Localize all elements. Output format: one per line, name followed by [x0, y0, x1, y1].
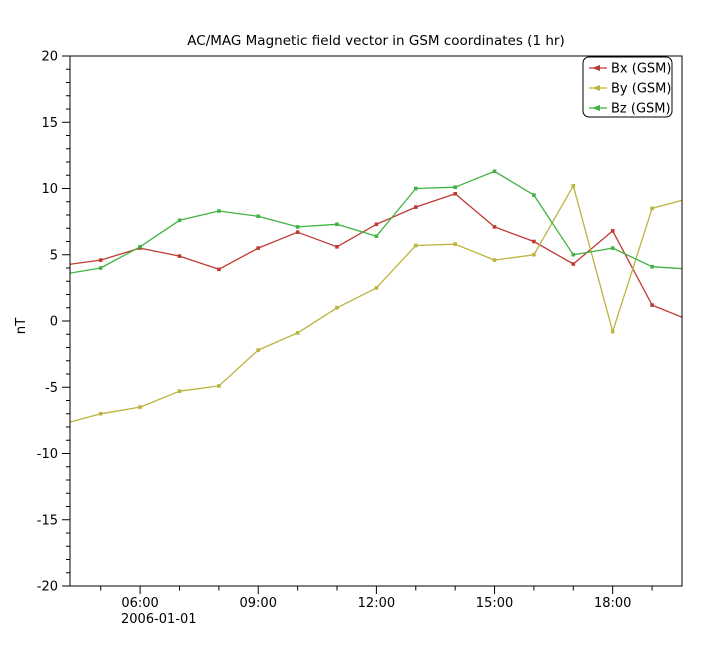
data-point-marker — [138, 245, 142, 249]
data-point-marker — [414, 243, 418, 248]
data-point-marker — [690, 268, 694, 272]
x-tick-label: 15:00 — [476, 596, 513, 611]
y-tick-label: -20 — [37, 580, 58, 595]
plot-border — [69, 55, 683, 587]
axis-ticks: 20 15 10 5 0 -5 -10 -15 -20 06:00 09:00 12:00 15:00 1… — [37, 50, 653, 611]
data-point-marker — [98, 258, 103, 262]
data-point-marker — [453, 185, 457, 189]
data-point-marker — [492, 258, 497, 262]
y-tick-label: 15 — [41, 116, 58, 131]
data-point-marker — [532, 239, 536, 244]
data-point-marker — [256, 214, 260, 219]
legend-arrow-icon — [592, 65, 600, 71]
legend-arrow-icon — [592, 85, 600, 91]
data-point-marker — [532, 252, 536, 257]
series-markers-by-gsm — [60, 184, 694, 427]
data-point-marker — [374, 234, 379, 238]
data-point-marker — [650, 206, 654, 211]
data-point-marker — [177, 218, 182, 223]
y-tick-label: 5 — [50, 248, 58, 263]
data-point-marker — [98, 266, 103, 270]
data-point-marker — [690, 319, 694, 323]
data-point-marker — [60, 423, 64, 427]
x-tick-label: 06:00 — [121, 596, 158, 611]
legend-entry-bz-gsm[interactable]: Bz (GSM) — [589, 102, 671, 117]
data-point-marker — [256, 246, 260, 250]
legend-label: Bz (GSM) — [611, 102, 671, 117]
x-tick-label: 09:00 — [240, 596, 277, 611]
legend-label: By (GSM) — [611, 82, 671, 97]
chart-title: AC/MAG Magnetic field vector in GSM coor… — [187, 33, 564, 49]
data-point-marker — [571, 184, 576, 188]
data-point-marker — [217, 384, 221, 388]
series-line-by-gsm — [70, 185, 682, 423]
legend-box — [582, 56, 673, 118]
data-point-marker — [650, 303, 654, 307]
y-axis-label: nT — [13, 317, 29, 335]
data-point-marker — [335, 245, 339, 249]
legend-entry-by-gsm[interactable]: By (GSM) — [589, 82, 671, 97]
series-markers-bz-gsm — [60, 169, 694, 277]
y-tick-label: 20 — [41, 50, 58, 65]
data-point-marker — [335, 222, 339, 227]
data-point-marker — [177, 254, 182, 258]
data-point-marker — [374, 286, 379, 290]
data-point-marker — [610, 229, 615, 233]
data-point-marker — [453, 242, 457, 246]
y-tick-label: 10 — [41, 182, 58, 197]
data-point-marker — [60, 273, 64, 277]
series-line-bx-gsm — [70, 193, 682, 318]
data-point-marker — [650, 264, 654, 269]
data-point-marker — [610, 246, 615, 250]
data-point-marker — [453, 192, 457, 196]
data-point-marker — [414, 205, 418, 209]
series-markers-bx-gsm — [60, 192, 694, 323]
y-tick-label: -10 — [37, 447, 58, 462]
data-point-marker — [571, 262, 576, 266]
data-point-marker — [295, 225, 300, 229]
x-tick-label: 18:00 — [594, 596, 631, 611]
data-point-marker — [217, 267, 221, 272]
y-tick-label: -15 — [37, 513, 58, 528]
data-point-marker — [571, 252, 576, 257]
x-axis-date-label: 2006-01-01 — [121, 612, 197, 627]
legend[interactable]: Bx (GSM) By (GSM) Bz (GSM) — [582, 56, 673, 118]
data-point-marker — [177, 389, 182, 393]
plot-area[interactable] — [60, 169, 694, 427]
data-point-marker — [492, 225, 497, 229]
data-point-marker — [335, 305, 339, 310]
data-point-marker — [690, 196, 694, 200]
y-tick-label: 0 — [50, 315, 58, 330]
data-point-marker — [256, 348, 260, 352]
data-point-marker — [295, 331, 300, 335]
data-point-marker — [414, 186, 418, 191]
legend-arrow-icon — [592, 105, 600, 111]
x-tick-label: 12:00 — [358, 596, 395, 611]
data-point-marker — [138, 405, 142, 409]
legend-entry-bx-gsm[interactable]: Bx (GSM) — [589, 62, 671, 77]
y-tick-label: -5 — [45, 381, 58, 396]
data-point-marker — [98, 411, 103, 416]
data-point-marker — [374, 222, 379, 227]
legend-label: Bx (GSM) — [611, 62, 671, 77]
data-point-marker — [532, 193, 536, 197]
data-point-marker — [295, 230, 300, 234]
data-point-marker — [492, 169, 497, 174]
data-point-marker — [60, 264, 64, 268]
data-point-marker — [217, 209, 221, 213]
data-point-marker — [610, 329, 615, 334]
